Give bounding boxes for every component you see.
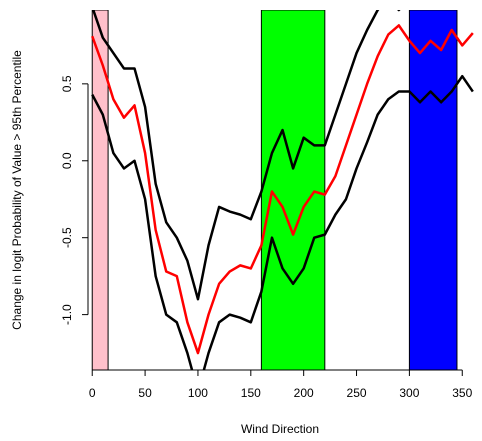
y-tick-label: -0.5 xyxy=(60,227,74,248)
y-axis-label: Change in logit Probability of Value > 9… xyxy=(10,50,24,330)
y-tick-label: 0.5 xyxy=(60,75,74,92)
x-tick-label: 300 xyxy=(399,386,419,400)
region xyxy=(91,10,109,370)
region xyxy=(408,10,458,370)
x-axis-label: Wind Direction xyxy=(241,422,319,436)
x-tick-label: 250 xyxy=(347,386,367,400)
x-tick-label: 150 xyxy=(241,386,261,400)
x-tick-label: 100 xyxy=(188,386,208,400)
y-tick-label: 0.0 xyxy=(60,152,74,169)
region xyxy=(260,10,326,370)
x-tick-label: 350 xyxy=(452,386,472,400)
x-tick-label: 0 xyxy=(89,386,96,400)
series-line xyxy=(91,10,401,301)
x-tick-label: 200 xyxy=(294,386,314,400)
series-line xyxy=(91,74,474,370)
plot-area xyxy=(91,10,474,370)
x-tick-label: 50 xyxy=(138,386,152,400)
y-tick-label: -1.0 xyxy=(60,304,74,325)
series-line xyxy=(91,24,474,355)
